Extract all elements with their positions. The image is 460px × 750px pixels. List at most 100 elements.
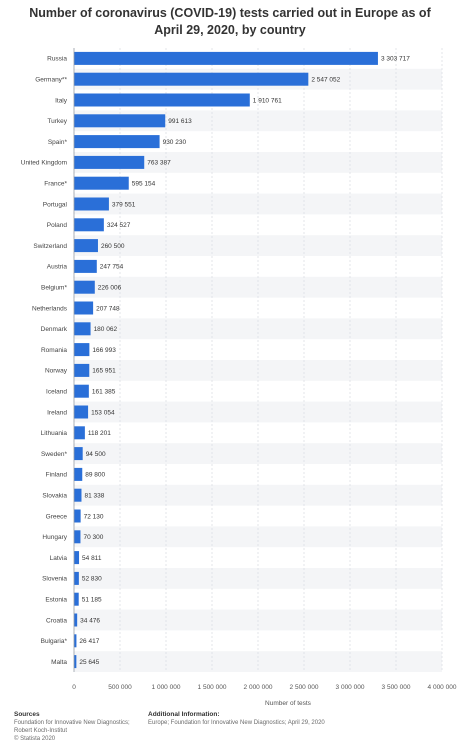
sources-block: Sources Foundation for Innovative New Di… [14, 711, 134, 743]
value-label: 51 185 [82, 597, 102, 604]
x-tick-label: 2 500 000 [290, 684, 319, 691]
value-label: 595 154 [132, 181, 156, 188]
category-label: Latvia [50, 555, 68, 562]
value-label: 34 476 [80, 617, 100, 624]
x-tick-label: 1 000 000 [152, 684, 181, 691]
bar [74, 467, 83, 481]
category-label: United Kingdom [21, 160, 67, 167]
value-label: 118 201 [88, 430, 111, 437]
value-label: 81 338 [84, 493, 104, 500]
additional-info-heading: Additional Information: [148, 711, 220, 718]
x-tick-label: 3 500 000 [382, 684, 411, 691]
bar [74, 93, 250, 107]
value-label: 54 811 [82, 555, 102, 562]
value-label: 72 130 [84, 513, 104, 520]
bar [74, 447, 83, 461]
category-label: Slovakia [42, 493, 67, 500]
category-label: Slovenia [42, 576, 67, 583]
bar [74, 135, 160, 149]
bar [74, 405, 89, 419]
value-label: 2 547 052 [311, 77, 340, 84]
value-label: 94 500 [86, 451, 106, 458]
category-label: Sweden* [41, 451, 67, 458]
category-label: Romania [41, 347, 67, 354]
bar [74, 114, 166, 128]
value-label: 207 748 [96, 305, 120, 312]
value-label: 165 951 [92, 368, 116, 375]
value-label: 180 062 [94, 326, 118, 333]
x-tick-label: 500 000 [108, 684, 132, 691]
bar [74, 571, 79, 585]
category-label: Belgium* [41, 285, 67, 292]
bar [74, 176, 129, 190]
value-label: 260 500 [101, 243, 125, 250]
category-label: Turkey [47, 118, 67, 125]
x-tick-label: 4 000 000 [428, 684, 457, 691]
category-label: France* [44, 181, 67, 188]
bar [74, 343, 90, 357]
bar [74, 155, 145, 169]
bar [74, 488, 82, 502]
additional-info-block: Additional Information: Europe; Foundati… [148, 711, 398, 727]
value-label: 52 830 [82, 576, 102, 583]
chart-title: Number of coronavirus (COVID-19) tests c… [29, 6, 431, 37]
category-label: Italy [55, 97, 68, 104]
copyright-text: © Statista 2020 [14, 736, 56, 742]
bar [74, 509, 81, 523]
category-label: Russia [47, 56, 67, 63]
value-label: 247 754 [100, 264, 124, 271]
bar [74, 655, 77, 669]
category-label: Hungary [42, 534, 67, 541]
bar [74, 72, 309, 86]
category-label: Greece [46, 513, 68, 520]
value-label: 379 551 [112, 201, 136, 208]
bar [74, 218, 104, 232]
x-tick-label: 2 000 000 [244, 684, 273, 691]
sources-text: Foundation for Innovative New Diagnostic… [14, 720, 130, 734]
bar [74, 239, 98, 253]
category-label: Switzerland [33, 243, 67, 250]
value-label: 166 993 [92, 347, 116, 354]
value-label: 25 645 [79, 659, 99, 666]
row-band [74, 276, 442, 298]
bar [74, 280, 95, 294]
bar [74, 363, 90, 377]
bar [74, 197, 109, 211]
category-label: Lithuania [41, 430, 68, 437]
value-label: 89 800 [85, 472, 105, 479]
value-label: 1 910 761 [253, 97, 282, 104]
category-label: Croatia [46, 617, 67, 624]
bar-chart: 0 500 000 1 000 000 1 500 000 2 000 000 2 500… [21, 48, 457, 705]
category-label: Portugal [43, 201, 68, 208]
row-band [74, 484, 442, 506]
bar [74, 551, 80, 565]
bar [74, 384, 89, 398]
bar [74, 426, 85, 440]
value-label: 226 006 [98, 285, 122, 292]
value-label: 153 054 [91, 409, 115, 416]
value-label: 324 527 [107, 222, 131, 229]
value-label: 161 385 [92, 389, 116, 396]
value-label: 763 387 [147, 160, 171, 167]
bar [74, 322, 91, 336]
category-label: Norway [45, 368, 68, 375]
category-label: Austria [47, 264, 68, 271]
category-label: Poland [47, 222, 68, 229]
category-label: Malta [51, 659, 67, 666]
category-label: Finland [46, 472, 68, 479]
bar [74, 301, 94, 315]
bar [74, 259, 97, 273]
bar [74, 613, 78, 627]
category-label: Iceland [46, 389, 67, 396]
x-tick-label: 0 [72, 684, 76, 691]
value-label: 991 613 [168, 118, 192, 125]
category-label: Ireland [47, 409, 67, 416]
x-tick-label: 1 500 000 [198, 684, 227, 691]
value-label: 26 417 [79, 638, 99, 645]
bar [74, 530, 81, 544]
sources-heading: Sources [14, 711, 40, 718]
category-label: Spain* [48, 139, 68, 146]
category-label: Estonia [45, 597, 67, 604]
bar [74, 634, 77, 648]
value-label: 70 300 [83, 534, 103, 541]
